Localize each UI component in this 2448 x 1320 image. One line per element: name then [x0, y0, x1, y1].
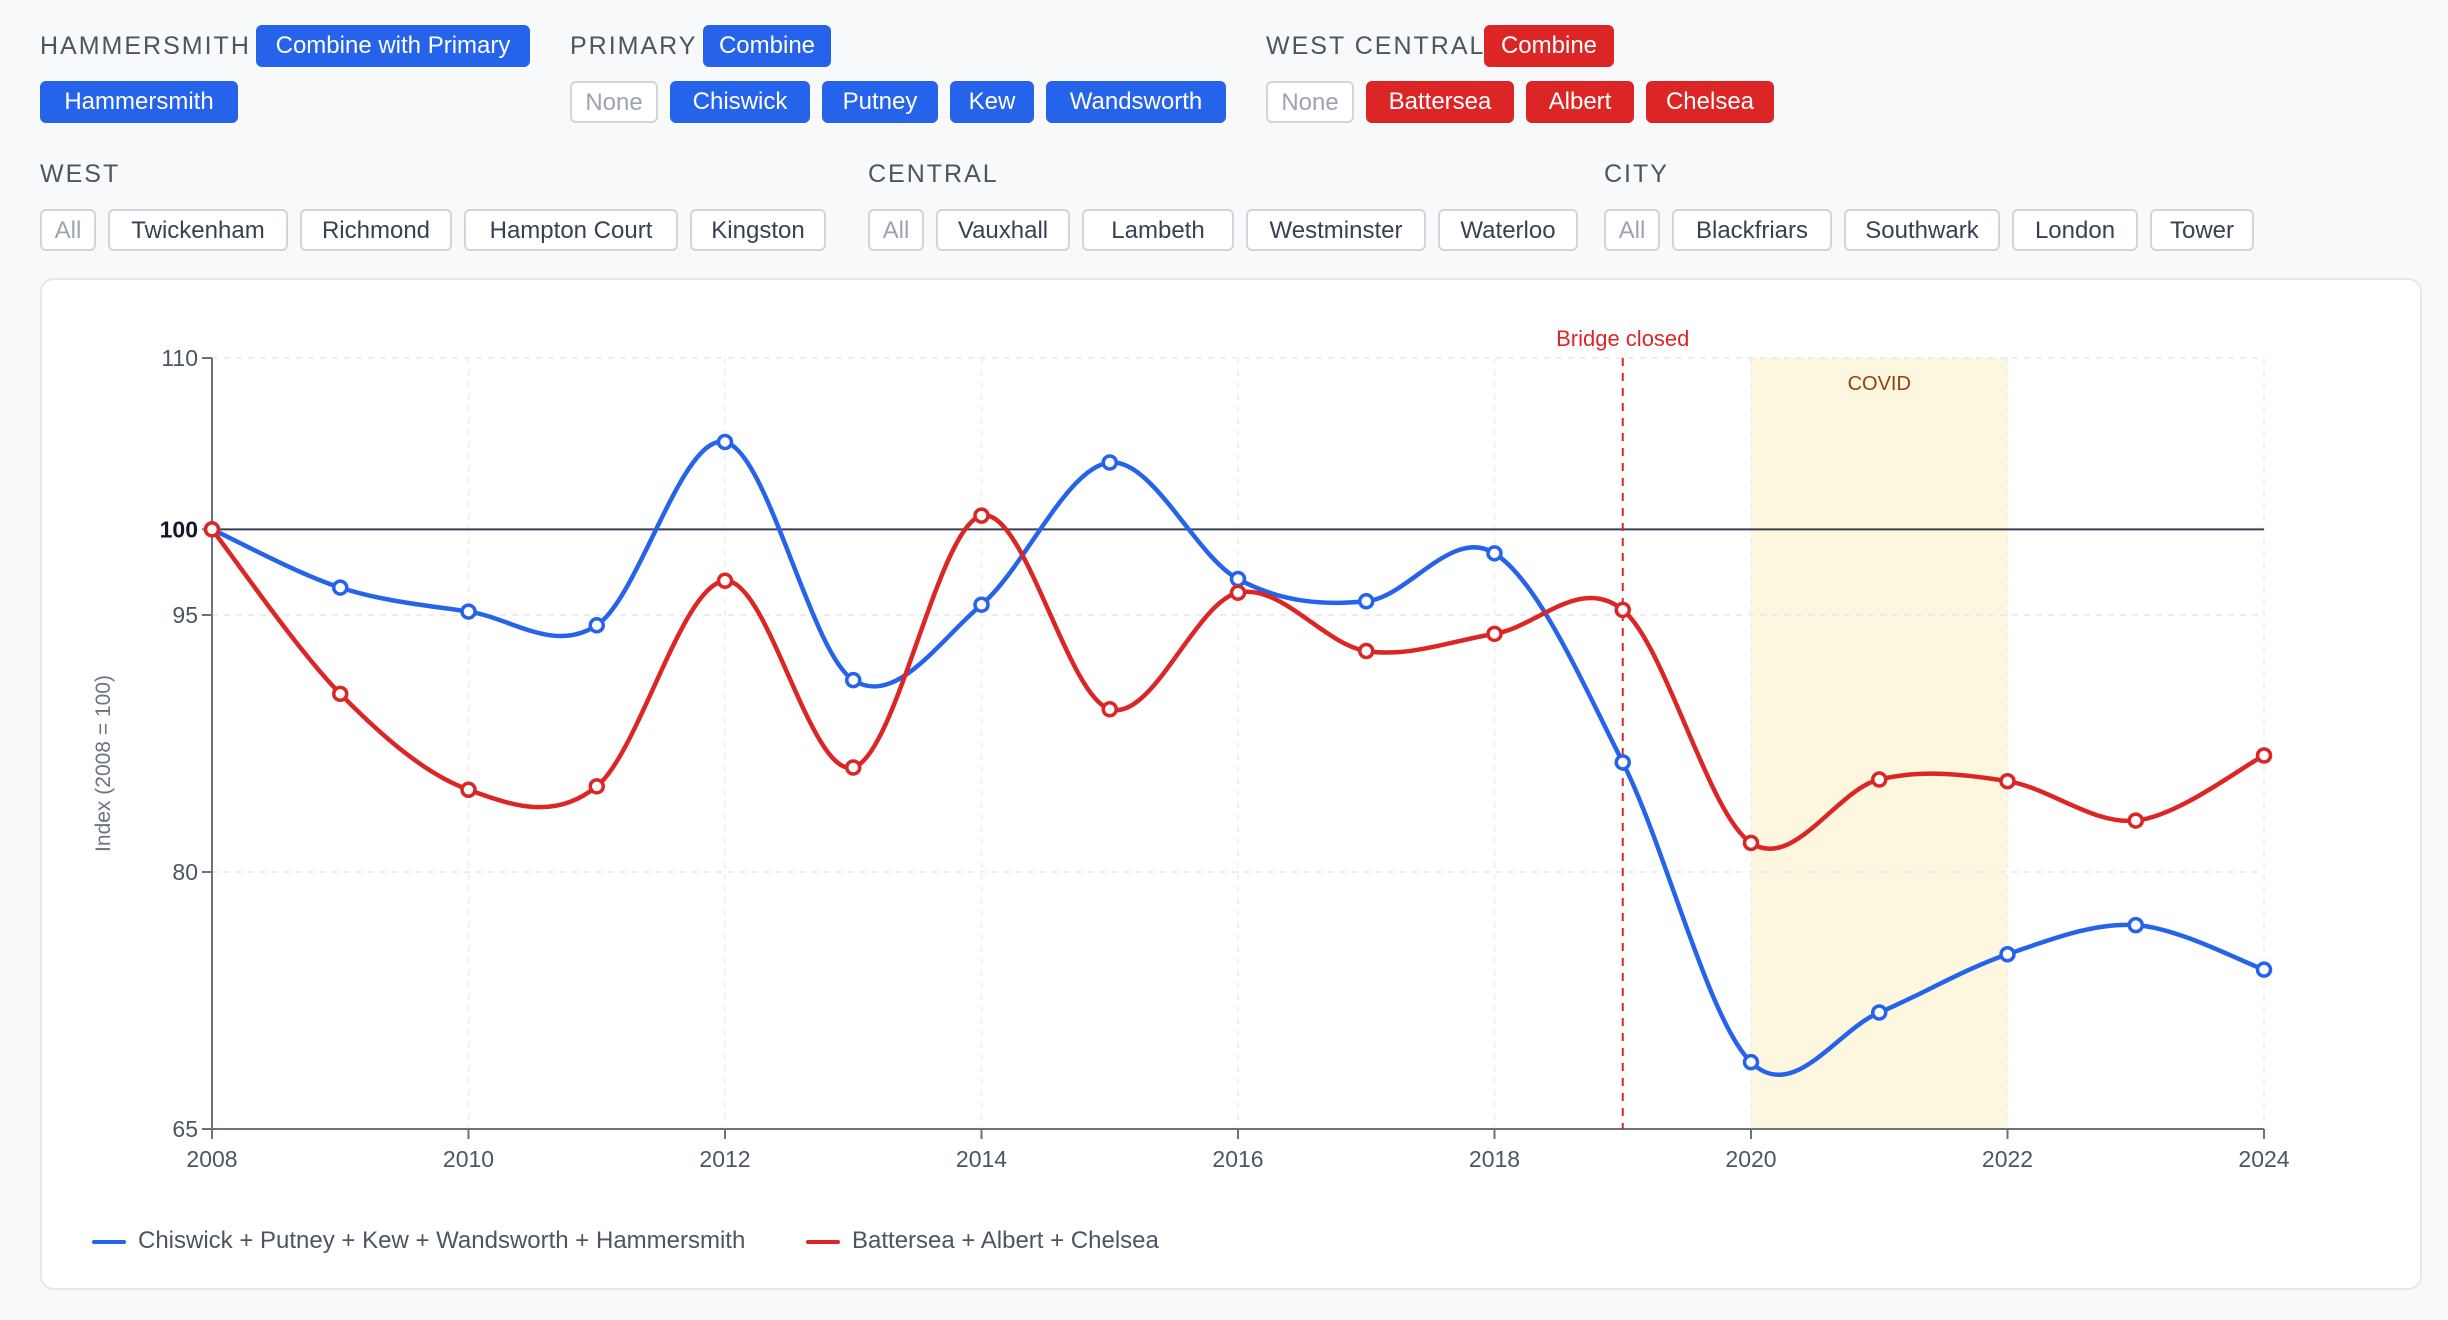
legend-item-red[interactable]: Battersea + Albert + Chelsea [806, 1226, 1159, 1256]
city-group-label: CITY [1604, 160, 1669, 188]
legend-swatch-red [806, 1239, 840, 1244]
series-1-point-2023 [2127, 812, 2144, 829]
series-1-point-2018 [1486, 625, 1503, 643]
chip-southwark[interactable]: Southwark [1844, 209, 2000, 251]
chip-chelsea[interactable]: Chelsea [1646, 81, 1774, 123]
chip-twickenham[interactable]: Twickenham [108, 209, 288, 251]
series-1-point-2017 [1358, 642, 1375, 660]
series-1-point-2016 [1229, 584, 1247, 601]
central-group-label: CENTRAL [868, 160, 999, 188]
chip-hampton-court[interactable]: Hampton Court [464, 209, 678, 251]
chip-putney[interactable]: Putney [822, 81, 938, 123]
chip-waterloo[interactable]: Waterloo [1438, 209, 1578, 251]
series-1-point-2015 [1101, 700, 1118, 718]
chip-richmond[interactable]: Richmond [300, 209, 452, 251]
series-1-point-2010 [460, 781, 477, 799]
x-tick-label: 2018 [1469, 1146, 1520, 1172]
x-tick-label: 2016 [1212, 1146, 1263, 1172]
y-tick-label: 110 [161, 345, 198, 371]
x-tick-label: 2024 [2238, 1146, 2289, 1172]
series-0-point-2018 [1486, 545, 1503, 562]
chip-kingston[interactable]: Kingston [690, 209, 826, 251]
chip-battersea[interactable]: Battersea [1366, 81, 1514, 123]
series-0-point-2022 [1999, 945, 2016, 963]
series-1-point-2014 [973, 507, 990, 524]
west-central-combine-button[interactable]: Combine [1484, 25, 1614, 67]
series-0-point-2009 [332, 579, 349, 596]
chip-westminster[interactable]: Westminster [1246, 209, 1426, 251]
x-tick-label: 2012 [699, 1146, 750, 1172]
series-1-point-2021 [1871, 771, 1888, 788]
series-1-point-2012 [716, 572, 734, 589]
hammersmith-combine-button[interactable]: Combine with Primary [256, 25, 530, 67]
legend-swatch-blue [92, 1239, 126, 1244]
series-0-point-2011 [588, 617, 605, 634]
chip-lambeth[interactable]: Lambeth [1082, 209, 1234, 251]
y-tick-label: 80 [172, 859, 198, 885]
series-1-point-2019 [1614, 601, 1631, 619]
west-central-none-button[interactable]: None [1266, 81, 1354, 123]
y-tick-label: 65 [172, 1116, 198, 1142]
covid-band [1751, 358, 2008, 1129]
chip-kew[interactable]: Kew [950, 81, 1034, 123]
series-1-point-2011 [588, 778, 605, 795]
series-1-point-2020 [1742, 834, 1760, 852]
x-tick-label: 2008 [186, 1146, 237, 1172]
series-0-point-2012 [716, 433, 734, 451]
x-tick-label: 2020 [1725, 1146, 1776, 1172]
primary-group-label: PRIMARY [570, 32, 698, 60]
series-1-point-2022 [1999, 772, 2016, 790]
series-0-point-2021 [1871, 1004, 1888, 1021]
series-1-point-2013 [845, 759, 862, 776]
legend-item-blue[interactable]: Chiswick + Putney + Kew + Wandsworth + H… [92, 1226, 745, 1256]
series-0-point-2024 [2255, 961, 2273, 978]
y-tick-label: 100 [160, 516, 198, 542]
legend-label-blue: Chiswick + Putney + Kew + Wandsworth + H… [138, 1227, 746, 1254]
y-axis-title: Index (2008 = 100) [92, 675, 115, 852]
chip-chiswick[interactable]: Chiswick [670, 81, 810, 123]
series-1-point-2024 [2255, 747, 2273, 764]
west-central-group-label: WEST CENTRAL [1266, 32, 1486, 60]
bridge-closed-label: Bridge closed [1556, 326, 1689, 351]
series-0-point-2013 [845, 671, 862, 689]
primary-combine-button[interactable]: Combine [703, 25, 831, 67]
covid-label: COVID [1848, 373, 1911, 395]
chip-hammersmith[interactable]: Hammersmith [40, 81, 238, 123]
series-0-point-2014 [973, 596, 990, 613]
chip-wandsworth[interactable]: Wandsworth [1046, 81, 1226, 123]
x-tick-label: 2022 [1982, 1146, 2033, 1172]
series-1-point-2009 [332, 685, 349, 703]
hammersmith-group-label: HAMMERSMITH [40, 32, 251, 60]
series-0-point-2023 [2127, 916, 2144, 934]
series-1-point-2008 [203, 521, 221, 538]
x-tick-label: 2010 [443, 1146, 494, 1172]
chip-london[interactable]: London [2012, 209, 2138, 251]
chip-vauxhall[interactable]: Vauxhall [936, 209, 1070, 251]
west-all-button[interactable]: All [40, 209, 96, 251]
series-0-point-2020 [1742, 1053, 1760, 1071]
primary-none-button[interactable]: None [570, 81, 658, 123]
legend-label-red: Battersea + Albert + Chelsea [852, 1227, 1159, 1254]
series-0-point-2017 [1358, 593, 1375, 610]
chip-albert[interactable]: Albert [1526, 81, 1634, 123]
series-0-point-2019 [1614, 754, 1631, 771]
central-all-button[interactable]: All [868, 209, 924, 251]
chip-tower[interactable]: Tower [2150, 209, 2254, 251]
west-group-label: WEST [40, 160, 121, 188]
series-0-point-2016 [1229, 570, 1247, 588]
series-0-point-2010 [460, 603, 477, 620]
chip-blackfriars[interactable]: Blackfriars [1672, 209, 1832, 251]
x-tick-label: 2014 [956, 1146, 1007, 1172]
city-all-button[interactable]: All [1604, 209, 1660, 251]
series-0-point-2015 [1101, 454, 1118, 471]
y-tick-label: 95 [172, 602, 198, 628]
